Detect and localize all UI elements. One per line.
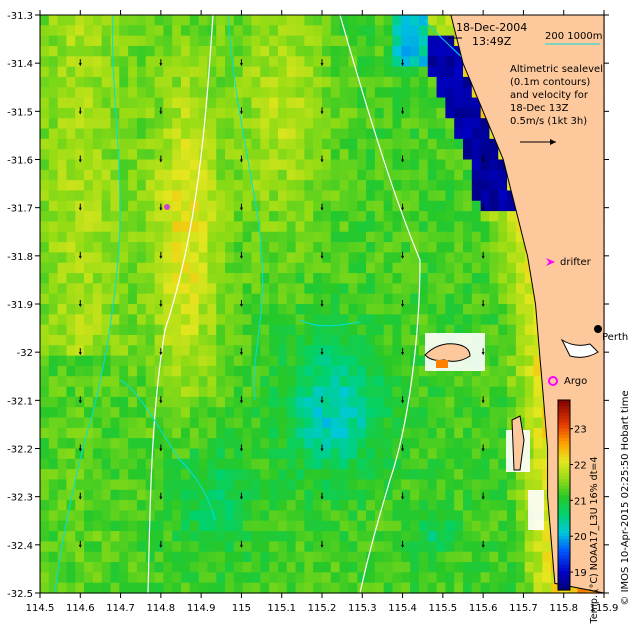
colorbar: 19 20 21 22 23: [557, 399, 587, 591]
y-tick-label: -31.6: [7, 156, 33, 167]
y-tick-label: -31.9: [7, 300, 33, 311]
x-tick-label: 114.8: [147, 603, 176, 614]
y-tick-label: -32.2: [7, 445, 33, 456]
colorbar-tick-label: 21: [574, 496, 587, 507]
y-tick-label: -32.3: [7, 493, 33, 504]
argo-marker: Argo: [548, 376, 587, 387]
x-tick-label: 115: [232, 603, 251, 614]
colorbar-tick-label: 23: [574, 425, 587, 436]
x-tick-label: 114.6: [66, 603, 95, 614]
y-axis: -31.3 -31.4 -31.5 -31.6 -31.7 -31.8 -31.9 -32 -3…: [7, 11, 609, 600]
x-tick-label: 115.9: [590, 603, 619, 614]
credit-line: © IMOS 10-Apr-2015 02:25:50 Hobart time: [620, 390, 631, 605]
y-tick-label: -31.4: [7, 59, 33, 70]
sealevel-contours: [147, 14, 421, 594]
altimetry-note-line-2: (0.1m contours): [510, 77, 590, 88]
y-tick-label: -31.5: [7, 107, 33, 118]
x-tick-label: 115.7: [509, 603, 538, 614]
x-tick-label: 115.5: [429, 603, 458, 614]
depth-legend: 200 1000m: [545, 31, 602, 42]
drifter-label: drifter: [560, 257, 592, 268]
date-label: 18-Dec-2004: [456, 21, 527, 34]
x-tick-label: 115.4: [388, 603, 417, 614]
annotation-block: 18-Dec-2004 13:49Z 200 1000m Altimetric …: [448, 21, 603, 145]
perth-marker: Perth: [594, 325, 628, 343]
perth-label: Perth: [602, 332, 628, 343]
x-axis: 114.5 114.6 114.7 114.8 114.9 115 115.1 115.2 11…: [26, 10, 619, 614]
altimetry-note-line-1: Altimetric sealevel: [510, 64, 603, 75]
x-tick-label: 115.3: [348, 603, 377, 614]
x-tick-label: 114.5: [26, 603, 55, 614]
colorbar-tick-label: 19: [574, 568, 587, 579]
altimetry-note-line-4: 18-Dec 13Z: [510, 103, 569, 114]
colorbar-tick-label: 20: [574, 532, 587, 543]
y-tick-label: -31.3: [7, 11, 33, 22]
argo-label: Argo: [564, 376, 587, 387]
velocity-vectors: [78, 59, 485, 548]
y-tick-label: -32.5: [7, 589, 33, 600]
y-tick-label: -32.4: [7, 541, 33, 552]
y-tick-label: -32.1: [7, 396, 33, 407]
x-tick-label: 115.1: [267, 603, 296, 614]
velocity-scale-arrowhead: [550, 139, 556, 145]
altimetry-note-line-5: 0.5m/s (1kt 3h): [510, 116, 587, 127]
drifter-marker: drifter: [546, 257, 592, 268]
y-tick-label: -31.8: [7, 252, 33, 263]
x-tick-label: 114.7: [106, 603, 135, 614]
altimetry-note-line-3: and velocity for: [510, 90, 589, 101]
x-tick-label: 115.6: [469, 603, 498, 614]
colorbar-label: Temp. (°C) NOAA17_L3U 16% dt=4: [589, 457, 600, 625]
x-tick-label: 115.2: [308, 603, 337, 614]
x-tick-label: 114.9: [187, 603, 216, 614]
time-label: 13:49Z: [472, 35, 512, 48]
y-tick-label: -32: [17, 348, 33, 359]
y-tick-label: -31.7: [7, 204, 33, 215]
x-tick-label: 115.8: [549, 603, 578, 614]
colorbar-tick-label: 22: [574, 461, 587, 472]
float-marker: [164, 204, 170, 210]
